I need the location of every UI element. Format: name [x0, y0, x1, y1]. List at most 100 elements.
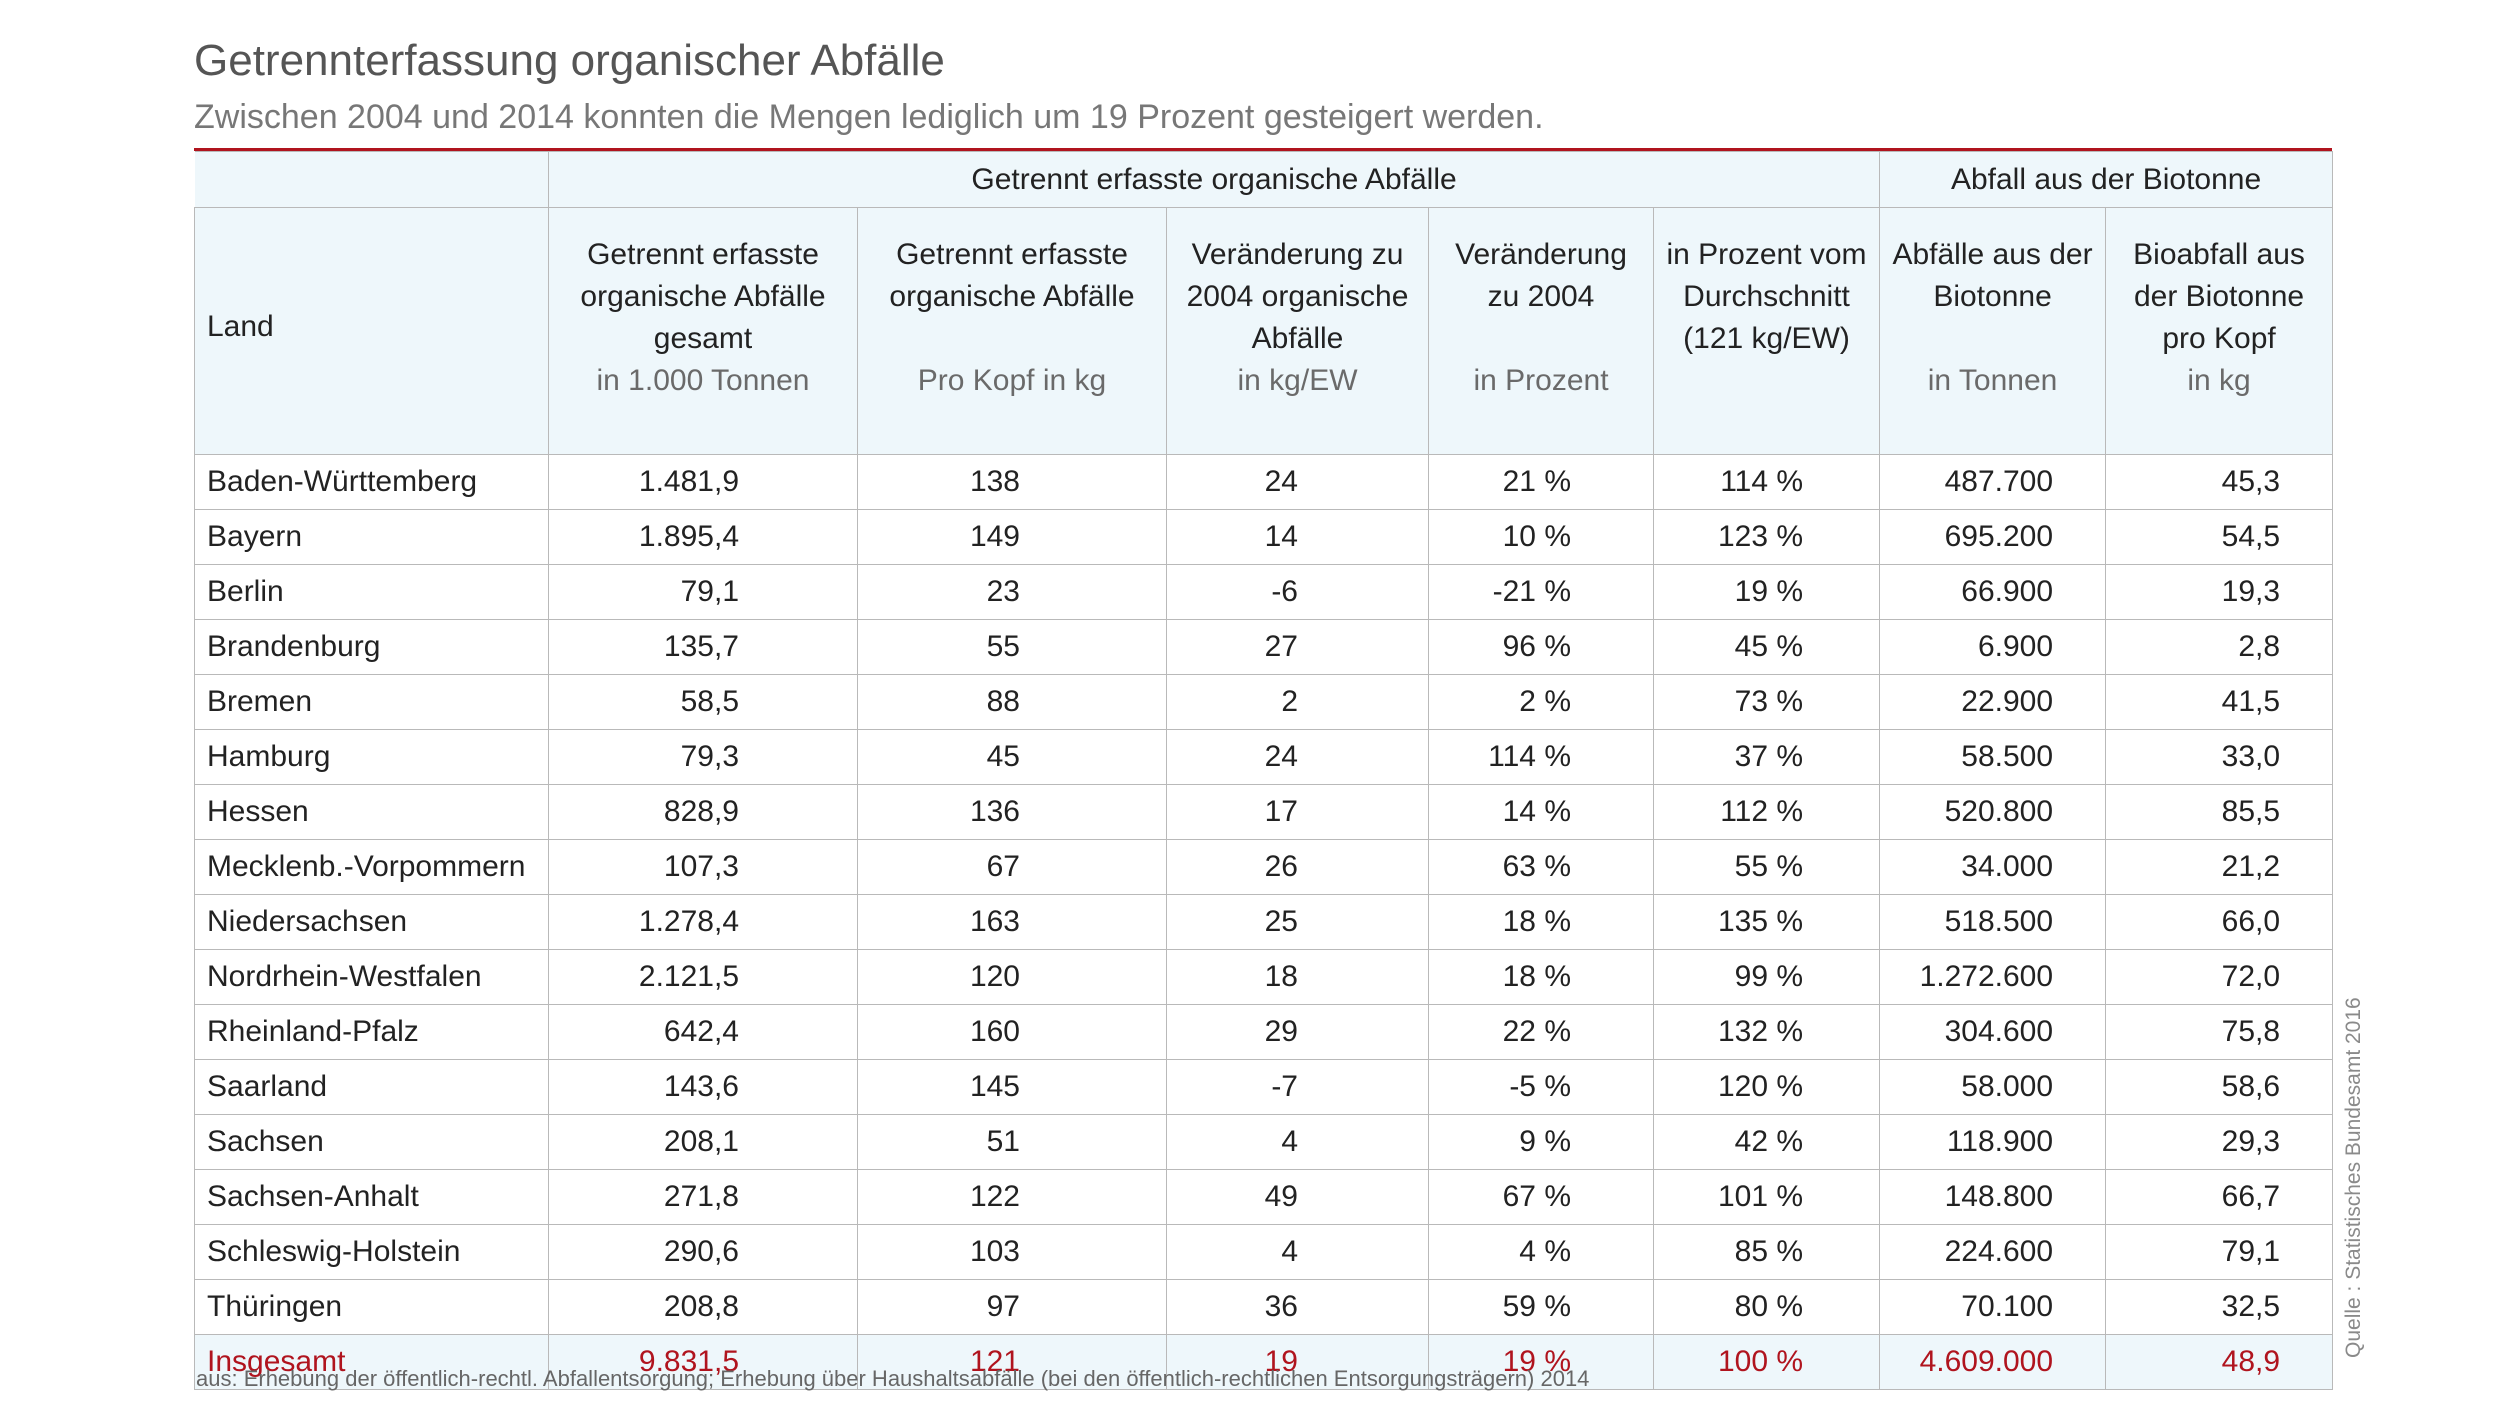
cell-percent-of-average: 112 % [1652, 784, 1881, 840]
cell-biotonne-tonnes: 118.900 [1879, 1114, 2107, 1170]
header-line: 2004 organische [1186, 280, 1409, 313]
cell-per-capita: 97 [857, 1279, 1167, 1335]
cell-percent-of-average: 73 % [1652, 674, 1881, 730]
table-row: Hamburg 79,3 45 24 114 % 37 % 58.500 33,0 [194, 729, 2334, 785]
cell-land: Sachsen [194, 1114, 549, 1170]
cell-per-capita: 163 [857, 894, 1167, 950]
cell-biotonne-per-capita: 79,1 [2105, 1224, 2334, 1280]
cell-biotonne-tonnes: 224.600 [1879, 1224, 2107, 1280]
cell-biotonne-per-capita: 21,2 [2105, 839, 2334, 895]
cell-change-kg: 25 [1166, 894, 1429, 950]
cell-change-percent: -21 % [1428, 564, 1654, 620]
cell-total: 58,5 [548, 674, 858, 730]
cell-biotonne-per-capita: 72,0 [2105, 949, 2334, 1005]
cell-per-capita: 45 [857, 729, 1167, 785]
cell-change-percent: -5 % [1428, 1059, 1654, 1115]
cell-total: 208,1 [548, 1114, 858, 1170]
column-header-percent-of-average: in Prozent vom Durchschnitt (121 kg/EW) [1652, 207, 1881, 455]
cell-land: Nordrhein-Westfalen [194, 949, 549, 1005]
cell-change-kg: 4 [1166, 1224, 1429, 1280]
cell-change-percent: 9 % [1428, 1114, 1654, 1170]
cell-biotonne-per-capita: 48,9 [2105, 1334, 2334, 1390]
cell-change-percent: 67 % [1428, 1169, 1654, 1225]
cell-biotonne-per-capita: 54,5 [2105, 509, 2334, 565]
table-row: Mecklenb.-Vorpommern 107,3 67 26 63 % 55 % 34.… [194, 839, 2334, 895]
cell-total: 1.278,4 [548, 894, 858, 950]
cell-per-capita: 103 [857, 1224, 1167, 1280]
cell-biotonne-tonnes: 66.900 [1879, 564, 2107, 620]
cell-per-capita: 88 [857, 674, 1167, 730]
table-row: Saarland 143,6 145 -7 -5 % 120 % 58.000 58,6 [194, 1059, 2334, 1115]
column-header-total: Getrennt erfasste organische Abfälle ges… [548, 207, 858, 455]
cell-percent-of-average: 132 % [1652, 1004, 1881, 1060]
cell-change-percent: 21 % [1428, 454, 1654, 510]
cell-land: Rheinland-Pfalz [194, 1004, 549, 1060]
cell-land: Berlin [194, 564, 549, 620]
cell-land: Brandenburg [194, 619, 549, 675]
page-title: Getrennterfassung organischer Abfälle [194, 36, 945, 85]
cell-biotonne-tonnes: 695.200 [1879, 509, 2107, 565]
cell-change-kg: -6 [1166, 564, 1429, 620]
cell-total: 79,3 [548, 729, 858, 785]
cell-change-kg: 49 [1166, 1169, 1429, 1225]
cell-change-kg: 18 [1166, 949, 1429, 1005]
table-row: Berlin 79,1 23 -6 -21 % 19 % 66.900 19,3 [194, 564, 2334, 620]
cell-change-kg: 17 [1166, 784, 1429, 840]
cell-percent-of-average: 100 % [1652, 1334, 1881, 1390]
cell-biotonne-tonnes: 487.700 [1879, 454, 2107, 510]
header-line: Bioabfall aus [2133, 238, 2305, 271]
cell-change-percent: 96 % [1428, 619, 1654, 675]
header-line: pro Kopf [2162, 322, 2276, 355]
cell-total: 2.121,5 [548, 949, 858, 1005]
table-row: Nordrhein-Westfalen 2.121,5 120 18 18 % 99 % 1… [194, 949, 2334, 1005]
total-row: Insgesamt 9.831,5 121 19 19 % 100 % 4.609.000 4… [194, 1334, 2334, 1390]
cell-per-capita: 149 [857, 509, 1167, 565]
cell-change-kg: 27 [1166, 619, 1429, 675]
data-table-container: Getrennt erfasste organische Abfälle Abf… [194, 148, 2334, 1390]
cell-per-capita: 121 [857, 1334, 1167, 1390]
table-row: Niedersachsen 1.278,4 163 25 18 % 135 % 518.50… [194, 894, 2334, 950]
cell-biotonne-per-capita: 85,5 [2105, 784, 2334, 840]
table-row: Sachsen 208,1 51 4 9 % 42 % 118.900 29,3 [194, 1114, 2334, 1170]
cell-land: Bayern [194, 509, 549, 565]
cell-biotonne-tonnes: 1.272.600 [1879, 949, 2107, 1005]
cell-total: 135,7 [548, 619, 858, 675]
column-header-land: Land [194, 207, 549, 455]
cell-land: Insgesamt [194, 1334, 549, 1390]
table-row: Brandenburg 135,7 55 27 96 % 45 % 6.900 2,8 [194, 619, 2334, 675]
cell-total: 271,8 [548, 1169, 858, 1225]
cell-biotonne-tonnes: 70.100 [1879, 1279, 2107, 1335]
cell-percent-of-average: 45 % [1652, 619, 1881, 675]
cell-total: 79,1 [548, 564, 858, 620]
cell-percent-of-average: 19 % [1652, 564, 1881, 620]
cell-change-percent: 4 % [1428, 1224, 1654, 1280]
cell-percent-of-average: 85 % [1652, 1224, 1881, 1280]
cell-land: Bremen [194, 674, 549, 730]
cell-change-percent: 63 % [1428, 839, 1654, 895]
cell-per-capita: 23 [857, 564, 1167, 620]
group-header-blank [194, 151, 549, 208]
table-row: Bremen 58,5 88 2 2 % 73 % 22.900 41,5 [194, 674, 2334, 730]
cell-land: Niedersachsen [194, 894, 549, 950]
cell-total: 1.481,9 [548, 454, 858, 510]
cell-percent-of-average: 135 % [1652, 894, 1881, 950]
header-line: Biotonne [1933, 280, 2052, 313]
cell-change-percent: 18 % [1428, 894, 1654, 950]
cell-change-kg: 24 [1166, 729, 1429, 785]
cell-land: Hessen [194, 784, 549, 840]
header-line: Veränderung zu [1191, 238, 1404, 271]
header-line: gesamt [653, 322, 753, 355]
cell-biotonne-per-capita: 58,6 [2105, 1059, 2334, 1115]
cell-change-kg: 36 [1166, 1279, 1429, 1335]
column-header-row: Land Getrennt erfasste organische Abfäll… [194, 207, 2334, 455]
group-header-row: Getrennt erfasste organische Abfälle Abf… [194, 151, 2334, 208]
header-line: in Prozent vom [1666, 238, 1867, 271]
cell-change-kg: 26 [1166, 839, 1429, 895]
cell-total: 9.831,5 [548, 1334, 858, 1390]
table-row: Schleswig-Holstein 290,6 103 4 4 % 85 % 224.60… [194, 1224, 2334, 1280]
group-header-biotonne: Abfall aus der Biotonne [1879, 151, 2334, 208]
cell-land: Schleswig-Holstein [194, 1224, 549, 1280]
cell-biotonne-tonnes: 518.500 [1879, 894, 2107, 950]
cell-change-percent: 18 % [1428, 949, 1654, 1005]
cell-total: 107,3 [548, 839, 858, 895]
